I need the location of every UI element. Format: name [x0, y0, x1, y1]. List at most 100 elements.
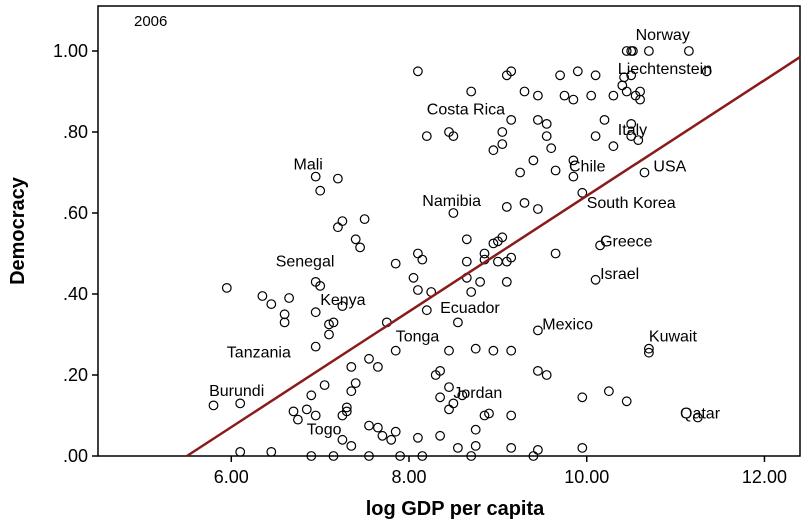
- data-point: [626, 70, 637, 81]
- data-point: [346, 362, 357, 372]
- data-point: [533, 325, 543, 336]
- point-annotation: Namibia: [422, 193, 481, 210]
- point-annotation: Jordan: [453, 385, 502, 402]
- data-point: [608, 90, 619, 101]
- data-point: [608, 141, 619, 152]
- data-point: [644, 343, 654, 354]
- data-point: [621, 46, 632, 56]
- data-point: [435, 392, 446, 403]
- data-point: [470, 424, 481, 435]
- x-axis-title: log GDP per capita: [366, 498, 545, 520]
- data-point: [333, 222, 343, 233]
- data-point: [413, 285, 423, 295]
- data-point: [590, 131, 601, 142]
- data-point: [457, 390, 468, 401]
- point-annotation: Kuwait: [649, 329, 698, 346]
- data-point: [453, 443, 463, 453]
- point-annotation: Liechtenstein: [618, 61, 712, 78]
- data-point: [577, 443, 588, 453]
- data-point: [337, 434, 348, 445]
- point-annotation: Kenya: [320, 292, 365, 309]
- data-point: [466, 287, 477, 297]
- data-point: [635, 94, 645, 105]
- data-point: [626, 118, 637, 129]
- data-point: [364, 451, 374, 461]
- data-point: [390, 258, 401, 269]
- data-point: [235, 447, 246, 457]
- data-point: [417, 451, 428, 461]
- data-point: [444, 404, 454, 415]
- data-point: [550, 248, 561, 259]
- point-annotation: Mexico: [542, 316, 593, 333]
- data-point: [501, 201, 512, 212]
- data-point: [475, 277, 486, 287]
- data-point: [390, 426, 401, 437]
- data-point: [364, 353, 374, 364]
- data-point: [533, 114, 543, 125]
- point-annotation: Senegal: [276, 254, 335, 271]
- data-point: [533, 366, 543, 376]
- data-point: [413, 432, 423, 443]
- data-points: [208, 46, 712, 461]
- data-point: [621, 396, 632, 407]
- data-point: [266, 299, 277, 310]
- data-point: [444, 345, 454, 356]
- data-point: [328, 451, 339, 461]
- data-point: [555, 70, 565, 81]
- data-point: [470, 441, 481, 451]
- x-tick-label: 8.00: [391, 467, 426, 487]
- data-point: [577, 392, 588, 403]
- point-annotation: Norway: [636, 27, 690, 44]
- data-point: [497, 139, 508, 150]
- data-point: [501, 256, 512, 267]
- data-point: [506, 66, 517, 77]
- data-point: [306, 451, 317, 461]
- data-point: [586, 90, 597, 101]
- data-point: [621, 86, 632, 97]
- data-point: [328, 317, 339, 328]
- y-axis-title: Democracy: [7, 176, 29, 285]
- data-point: [408, 272, 419, 283]
- data-point: [346, 386, 357, 397]
- point-annotation: Burundi: [209, 383, 264, 400]
- data-point: [453, 317, 463, 328]
- data-point: [466, 451, 477, 461]
- data-point: [541, 118, 552, 129]
- point-annotation: Italy: [618, 122, 647, 139]
- data-point: [377, 430, 388, 441]
- point-annotation: Togo: [307, 422, 342, 439]
- data-point: [506, 410, 517, 421]
- data-point: [324, 329, 334, 340]
- data-point: [448, 208, 459, 218]
- data-point: [590, 274, 601, 285]
- data-point: [310, 410, 321, 421]
- data-point: [221, 283, 232, 293]
- data-point: [315, 185, 326, 196]
- data-point: [373, 362, 383, 372]
- x-tick-label: 12.00: [742, 467, 787, 487]
- data-point: [310, 341, 321, 352]
- data-point: [577, 187, 588, 198]
- data-point: [350, 234, 361, 245]
- data-point: [364, 420, 374, 431]
- data-point: [355, 242, 366, 253]
- y-tick-label: .40: [63, 284, 88, 304]
- data-point: [324, 319, 334, 330]
- data-point: [639, 167, 650, 178]
- data-point: [337, 410, 348, 421]
- data-point: [461, 234, 472, 245]
- data-point: [319, 380, 330, 391]
- data-point: [590, 70, 601, 81]
- data-point: [519, 86, 530, 97]
- data-point: [497, 127, 508, 137]
- data-point: [306, 390, 317, 401]
- data-point: [266, 447, 277, 457]
- data-point: [533, 445, 543, 455]
- data-point: [413, 248, 423, 259]
- point-annotation: Ecuador: [440, 300, 500, 317]
- data-point: [550, 165, 561, 176]
- data-point: [279, 309, 290, 320]
- data-point: [572, 66, 583, 77]
- data-point: [546, 143, 557, 154]
